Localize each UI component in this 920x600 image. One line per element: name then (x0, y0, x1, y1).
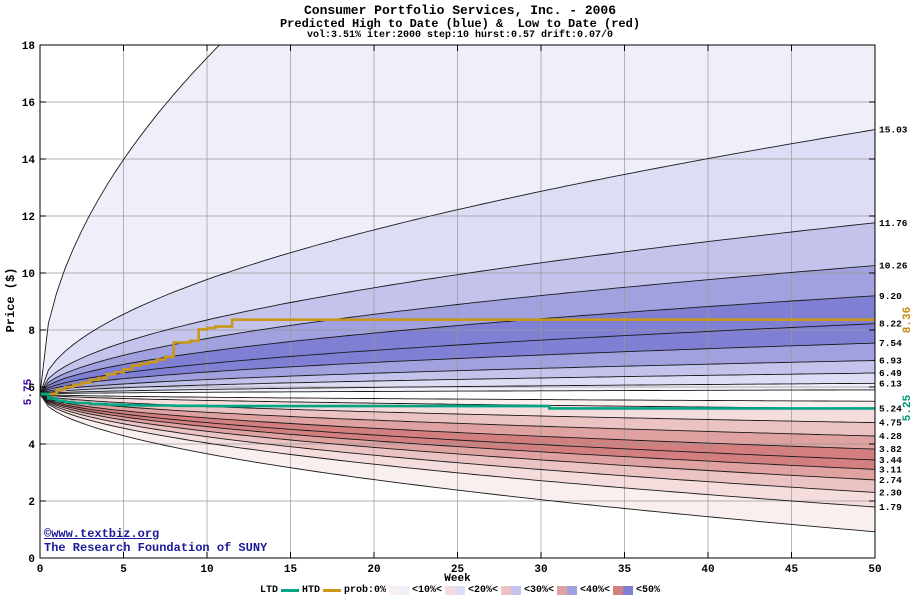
x-tick-label: 15 (284, 564, 298, 576)
y-tick-label: 0 (28, 554, 35, 566)
y-tick-label: 12 (22, 212, 35, 224)
legend-ltd-label: LTD (259, 585, 278, 596)
curve-end-label: 5.24 (879, 404, 902, 415)
y-tick-label: 2 (28, 497, 35, 509)
x-tick-label: 10 (200, 564, 213, 576)
y-tick-label: 4 (28, 440, 35, 452)
htd-line (40, 318, 875, 396)
watermark-org: The Research Foundation of SUNY (44, 541, 268, 555)
curve-end-label: 2.74 (879, 475, 902, 486)
x-tick-label: 30 (534, 564, 547, 576)
percentile-curves (40, 45, 875, 533)
ltd-end-label: 5.25 (902, 394, 914, 422)
x-tick-label: 45 (785, 564, 799, 576)
chart-subtitle: Predicted High to Date (blue) & Low to D… (279, 17, 641, 31)
curve-end-label: 3.82 (879, 444, 902, 455)
y-tick-label: 18 (22, 41, 36, 53)
curve-end-label: 3.44 (879, 455, 902, 466)
legend-band-swatch (613, 586, 634, 595)
curve-end-label: 4.75 (879, 418, 902, 429)
curve-end-label: 7.54 (879, 338, 902, 349)
watermark-url[interactable]: ©www.textbiz.org (44, 527, 160, 541)
x-tick-label: 5 (120, 564, 127, 576)
legend: LTD HTD prob:0% <10%< <20%< <30%< <40%< <50% (0, 585, 920, 596)
x-tick-label: 35 (618, 564, 632, 576)
y-tick-label: 10 (22, 269, 35, 281)
x-tick-label: 50 (868, 564, 881, 576)
curve-end-label: 15.03 (879, 125, 908, 136)
x-tick-label: 25 (451, 564, 465, 576)
legend-htd-label: HTD (301, 585, 320, 596)
legend-prob-label: prob:0% (343, 585, 386, 596)
curve-end-labels: 15.03 11.76 10.26 9.20 8.22 7.54 6.93 6.496.13 5… (879, 125, 908, 513)
legend-band-label: <10%< (411, 585, 442, 596)
legend-htd-swatch (322, 589, 341, 592)
legend-band-label: <40%< (580, 585, 611, 596)
legend-band-label: <50% (636, 585, 661, 596)
curve-end-label: 8.22 (879, 319, 902, 330)
y-axis-title: Price ($) (4, 267, 18, 333)
curve-end-label: 6.13 (879, 378, 902, 389)
curve-end-label: 9.20 (879, 291, 902, 302)
legend-band-swatch (388, 586, 409, 595)
curve-end-label: 6.49 (879, 368, 902, 379)
legend-band-swatch (445, 586, 465, 595)
y-tick-label: 14 (22, 155, 36, 167)
legend-ltd-swatch (280, 589, 299, 592)
chart-params: vol:3.51% iter:2000 step:10 hurst:0.57 d… (306, 30, 614, 41)
x-tick-label: 0 (37, 564, 44, 576)
y-tick-label: 8 (28, 326, 35, 338)
watermark: ©www.textbiz.org The Research Foundation… (44, 527, 267, 555)
htd-end-label: 8.36 (902, 306, 914, 334)
legend-band-swatch (557, 586, 578, 595)
x-tick-label: 40 (701, 564, 714, 576)
legend-band-label: <20%< (468, 585, 499, 596)
curve-end-label: 1.79 (879, 502, 902, 513)
y-tick-label: 16 (22, 98, 35, 110)
x-tick-label: 20 (367, 564, 380, 576)
curve-end-label: 4.28 (879, 431, 902, 442)
curve-end-label: 11.76 (879, 218, 908, 229)
legend-band-label: <30%< (524, 585, 555, 596)
curve-end-label: 10.26 (879, 261, 908, 272)
ltd-line (40, 392, 875, 410)
y-tick-label: 6 (28, 383, 35, 395)
axis-ticks (39, 44, 876, 559)
axis-tick-labels: 0 2 4 6 8 10 12 14 16 18 0 5 10 15 20 25 30 35 40 45 50 (22, 41, 882, 576)
curve-end-label: 6.93 (879, 355, 902, 366)
curve-end-label: 3.11 (879, 464, 902, 475)
legend-band-swatch (501, 586, 522, 595)
curve-end-label: 2.30 (879, 487, 902, 498)
x-axis-title: Week (444, 573, 471, 585)
chart-title: Consumer Portfolio Services, Inc. - 2006 (303, 3, 617, 18)
start-price-label: 5.75 (23, 378, 35, 406)
